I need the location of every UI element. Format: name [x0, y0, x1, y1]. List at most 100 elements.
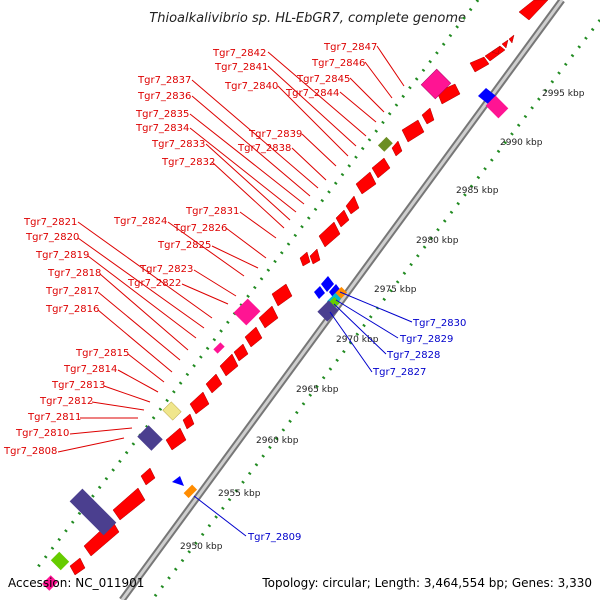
gene-arrow[interactable] [518, 0, 549, 21]
gene-label[interactable]: Tgr7_2834 [135, 123, 189, 134]
gene-arrow[interactable] [484, 45, 506, 62]
gene-arrow[interactable] [355, 171, 377, 195]
gene-arrow[interactable] [309, 248, 321, 265]
gene-label[interactable]: Tgr7_2810 [15, 428, 69, 439]
gene-arrow[interactable] [205, 373, 223, 394]
gene-label[interactable]: Tgr7_2816 [45, 304, 99, 315]
gene-label[interactable]: Tgr7_2817 [45, 286, 99, 297]
gene-arrow[interactable] [421, 107, 435, 125]
gene-arrow[interactable] [299, 251, 311, 267]
reverse-genes [172, 88, 509, 499]
gene-arrow[interactable] [335, 209, 350, 228]
gene-arrow-reverse[interactable] [172, 476, 184, 486]
gene-arrow[interactable] [436, 83, 461, 105]
gene-arrow[interactable] [258, 305, 279, 329]
gene-label[interactable]: Tgr7_2813 [51, 380, 105, 391]
genome-summary: Topology: circular; Length: 3,464,554 bp… [261, 576, 592, 590]
gene-arrow[interactable] [69, 557, 86, 576]
gene-label[interactable]: Tgr7_2838 [237, 143, 291, 154]
gene-arrow-reverse[interactable] [329, 284, 342, 300]
scale-tick-label: 2960 kbp [256, 436, 299, 446]
scale-tick-label: 2985 kbp [456, 186, 499, 196]
gene-arrow[interactable] [189, 391, 210, 415]
gene-label[interactable]: Tgr7_2844 [285, 88, 339, 99]
forward-genes [69, 0, 549, 576]
gene-arrow[interactable] [469, 56, 490, 73]
forward-label-leaders [57, 45, 405, 453]
gene-arrow[interactable] [112, 487, 146, 521]
gc-track-inner [150, 19, 600, 600]
gene-label[interactable]: Tgr7_2840 [224, 81, 278, 92]
gene-label[interactable]: Tgr7_2815 [75, 348, 129, 359]
gene-arrow[interactable] [371, 157, 391, 179]
accession-label: Accession: NC_011901 [8, 576, 144, 590]
gene-label[interactable]: Tgr7_2846 [311, 58, 365, 69]
other-feature[interactable] [377, 136, 393, 152]
scale-tick-label: 2990 kbp [500, 138, 543, 148]
gene-arrow[interactable] [491, 45, 501, 55]
other-feature[interactable] [50, 551, 70, 571]
gene-label[interactable]: Tgr7_2818 [47, 268, 101, 279]
gene-label[interactable]: Tgr7_2837 [137, 75, 191, 86]
gene-label[interactable]: Tgr7_2821 [23, 217, 77, 228]
rna-feature[interactable] [42, 575, 58, 591]
gene-label[interactable]: Tgr7_2811 [27, 412, 81, 423]
gene-label[interactable]: Tgr7_2836 [137, 91, 191, 102]
gene-label[interactable]: Tgr7_2835 [135, 109, 189, 120]
gene-label[interactable]: Tgr7_2828 [386, 350, 440, 361]
scale-tick-label: 2955 kbp [218, 489, 261, 499]
gene-arrow-reverse[interactable] [321, 276, 334, 292]
scale-tick-label: 2995 kbp [542, 89, 585, 99]
gene-label[interactable]: Tgr7_2820 [25, 232, 79, 243]
gene-label[interactable]: Tgr7_2827 [372, 367, 426, 378]
scale-tick-label: 2950 kbp [180, 542, 223, 552]
gene-label[interactable]: Tgr7_2842 [212, 48, 266, 59]
gene-label[interactable]: Tgr7_2823 [139, 264, 193, 275]
gene-label[interactable]: Tgr7_2824 [113, 216, 167, 227]
gene-arrow[interactable] [271, 283, 293, 307]
gene-arrow[interactable] [345, 195, 360, 215]
other-feature[interactable] [183, 484, 198, 499]
gene-label[interactable]: Tgr7_2809 [247, 532, 301, 543]
rna-feature[interactable] [233, 298, 261, 326]
gene-label[interactable]: Tgr7_2833 [151, 139, 205, 150]
gene-arrow[interactable] [219, 353, 239, 377]
gene-label[interactable]: Tgr7_2812 [39, 396, 93, 407]
other-feature[interactable] [162, 401, 182, 421]
gene-label[interactable]: Tgr7_2814 [63, 364, 117, 375]
gene-label[interactable]: Tgr7_2832 [161, 157, 215, 168]
gene-label[interactable]: Tgr7_2829 [399, 334, 453, 345]
gene-label[interactable]: Tgr7_2847 [323, 42, 377, 53]
scale-tick-label: 2965 kbp [296, 385, 339, 395]
gene-label[interactable]: Tgr7_2841 [214, 62, 268, 73]
map-title: Thioalkalivibrio sp. HL-EbGR7, complete … [149, 11, 466, 26]
gene-arrow[interactable] [508, 34, 515, 44]
gene-arrow[interactable] [165, 427, 187, 451]
gene-arrow[interactable] [233, 343, 249, 362]
gene-arrow[interactable] [182, 413, 195, 430]
rna-feature[interactable] [485, 95, 509, 119]
gene-label[interactable]: Tgr7_2831 [185, 206, 239, 217]
gene-label[interactable]: Tgr7_2822 [127, 278, 181, 289]
gene-arrow[interactable] [140, 467, 156, 486]
genome-backbone [120, 0, 564, 600]
gene-arrow[interactable] [318, 221, 341, 248]
pseudogene-feature[interactable] [69, 488, 117, 536]
gene-arrow[interactable] [391, 140, 403, 157]
rna-feature[interactable] [420, 68, 452, 100]
gene-label[interactable]: Tgr7_2808 [3, 446, 57, 457]
pseudogene-feature[interactable] [317, 300, 339, 322]
gene-label[interactable]: Tgr7_2839 [248, 129, 302, 140]
gene-arrow[interactable] [401, 119, 425, 143]
gene-label[interactable]: Tgr7_2826 [173, 223, 227, 234]
pseudogene-feature[interactable] [137, 425, 163, 451]
gene-label[interactable]: Tgr7_2819 [35, 250, 89, 261]
rna-feature[interactable] [213, 342, 225, 354]
gene-arrow[interactable] [244, 326, 263, 348]
gene-label[interactable]: Tgr7_2845 [296, 74, 350, 85]
gene-arrow-reverse[interactable] [314, 286, 325, 299]
gene-label[interactable]: Tgr7_2825 [157, 240, 211, 251]
gene-arrow[interactable] [501, 39, 509, 49]
gene-label[interactable]: Tgr7_2830 [412, 318, 466, 329]
